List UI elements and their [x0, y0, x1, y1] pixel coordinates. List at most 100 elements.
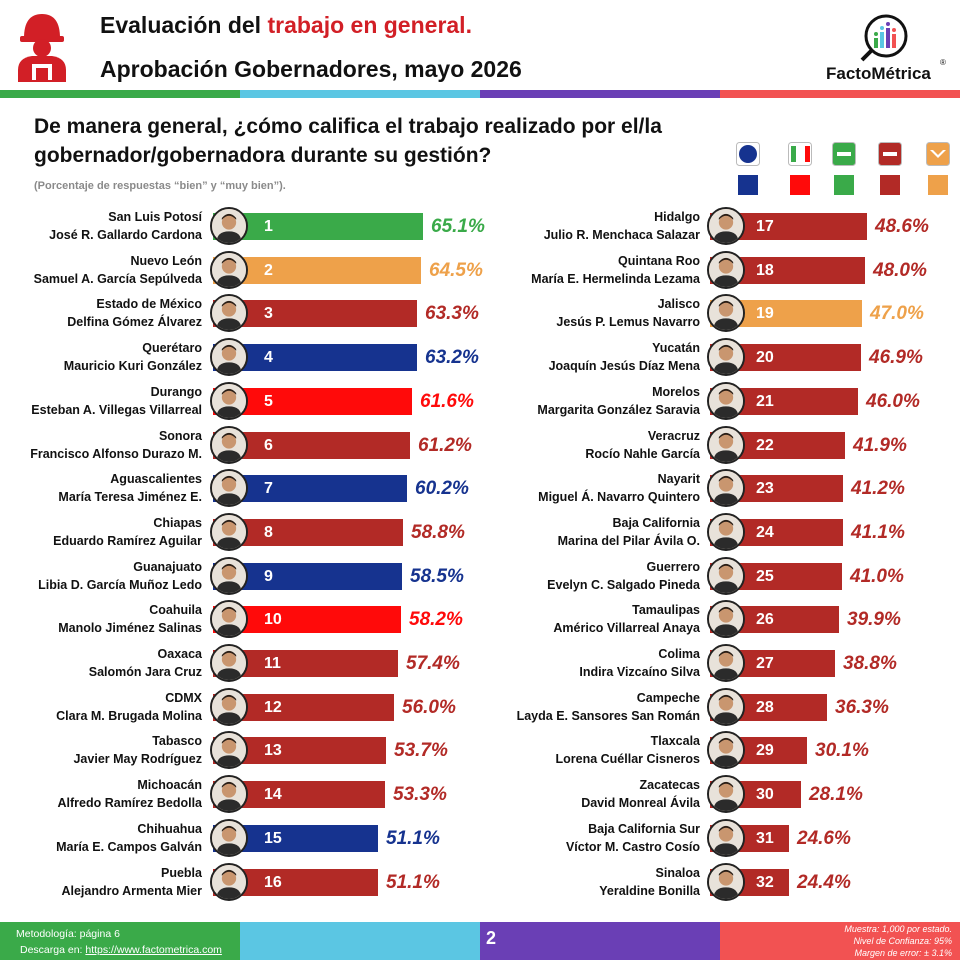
value-label: 48.0%	[873, 259, 927, 281]
governor-name: Samuel A. García Sepúlveda	[33, 271, 202, 286]
value-label: 48.6%	[875, 216, 929, 237]
value-label: 61.6%	[420, 390, 474, 412]
value-label: 46.9%	[869, 347, 923, 369]
governor-label: Baja California Sur Víctor M. Castro Cosí…	[500, 820, 700, 856]
value-label: 57.4%	[406, 653, 460, 674]
value-label: 51.1%	[386, 871, 440, 893]
governor-name: Víctor M. Castro Cosío	[565, 839, 700, 854]
state-name: Veracruz	[647, 428, 700, 443]
rank-label: 27	[756, 655, 774, 672]
page-title: Evaluación del trabajo en general.	[100, 12, 472, 38]
color-strip-segment	[720, 90, 960, 98]
state-name: Yucatán	[652, 341, 700, 356]
rank-label: 23	[756, 480, 774, 498]
state-name: Guanajuato	[133, 559, 202, 574]
subnote: (Porcentaje de respuestas “bien” y “muy …	[34, 180, 286, 192]
governor-name: Julio R. Menchaca Salazar	[543, 228, 700, 242]
governor-label: Tamaulipas Américo Villarreal Anaya	[500, 601, 700, 637]
governor-portrait-icon	[707, 600, 745, 639]
governor-label: Guanajuato Libia D. García Muñoz Ledo	[2, 558, 202, 594]
survey-question: De manera general, ¿cómo califica el tra…	[34, 115, 662, 167]
footer-segment	[480, 922, 720, 960]
governor-label: Michoacán Alfredo Ramírez Bedolla	[2, 776, 202, 812]
footer-download: Descarga en: https://www.factometrica.co…	[20, 944, 222, 956]
governor-name: Libia D. García Muñoz Ledo	[38, 577, 202, 592]
governor-name: Francisco Alfonso Durazo M.	[30, 446, 202, 461]
governor-label: Hidalgo Julio R. Menchaca Salazar	[500, 208, 700, 244]
rank-label: 22	[756, 436, 774, 454]
governor-portrait-icon	[210, 207, 248, 245]
governor-portrait-icon	[210, 381, 248, 420]
governor-portrait-icon	[707, 687, 745, 726]
governor-portrait-icon	[210, 600, 248, 639]
rank-label: 19	[756, 305, 774, 323]
rank-label: 7	[264, 480, 273, 498]
governor-portrait-icon	[707, 862, 745, 901]
rank-label: 18	[756, 261, 774, 279]
rank-label: 4	[264, 349, 273, 367]
rank-label: 30	[756, 786, 774, 804]
governor-label: Campeche Layda E. Sansores San Román	[500, 689, 700, 725]
state-name: Guerrero	[646, 559, 701, 574]
rank-label: 26	[756, 611, 774, 629]
factometrica-logo-icon	[860, 14, 908, 62]
rank-label: 1	[264, 218, 273, 235]
governor-label: Veracruz Rocío Nahle García	[500, 427, 700, 463]
governor-label: Oaxaca Salomón Jara Cruz	[2, 645, 202, 681]
value-label: 63.3%	[425, 303, 479, 325]
value-label: 53.3%	[393, 784, 447, 806]
governor-label: CDMX Clara M. Brugada Molina	[2, 689, 202, 725]
governor-name: Esteban A. Villegas Villarreal	[31, 402, 202, 417]
governor-portrait-icon	[707, 207, 745, 245]
governor-name: Margarita González Saravia	[537, 402, 700, 417]
governor-name: Mauricio Kuri González	[63, 359, 202, 374]
state-name: Nayarit	[657, 472, 700, 487]
footer-confidence: Nivel de Confianza: 95%	[853, 936, 952, 946]
governor-portrait-icon	[210, 250, 248, 289]
logo-registered-mark: ®	[940, 58, 946, 67]
governor-label: Morelos Margarita González Saravia	[500, 383, 700, 419]
rank-label: 3	[264, 305, 273, 323]
value-label: 58.5%	[410, 565, 464, 587]
rank-label: 16	[264, 873, 282, 891]
color-strip-segment	[480, 90, 720, 98]
value-label: 61.2%	[418, 434, 472, 456]
value-label: 64.5%	[429, 259, 483, 281]
state-name: Sonora	[158, 428, 202, 443]
governor-name: Alejandro Armenta Mier	[61, 883, 202, 898]
value-label: 58.2%	[409, 609, 463, 631]
governor-portrait-icon	[707, 556, 745, 595]
state-name: Aguascalientes	[110, 472, 202, 487]
governor-name: Américo Villarreal Anaya	[553, 621, 700, 636]
governor-label: Baja California Marina del Pilar Ávila O.	[500, 514, 700, 550]
governor-portrait-icon	[707, 644, 745, 682]
governor-portrait-icon	[210, 731, 248, 770]
footer-sample: Muestra: 1,000 por estado.	[844, 924, 952, 934]
footer-margin: Margen de error: ± 3.1%	[854, 948, 952, 958]
state-name: Chihuahua	[137, 821, 202, 836]
governor-portrait-icon	[707, 294, 745, 333]
footer-bar	[0, 922, 960, 960]
value-label: 60.2%	[415, 478, 469, 500]
governor-portrait-icon	[210, 556, 248, 595]
rank-label: 8	[264, 523, 273, 541]
rank-label: 13	[264, 742, 282, 760]
rank-label: 21	[756, 392, 774, 410]
footer-methodology: Metodología: página 6	[16, 928, 120, 940]
governor-label: Estado de México Delfina Gómez Álvarez	[2, 295, 202, 331]
footer-link[interactable]: https://www.factometrica.com	[85, 944, 222, 956]
rank-label: 2	[264, 261, 273, 279]
legend-item-mc	[924, 142, 952, 198]
governor-label: Aguascalientes María Teresa Jiménez E.	[2, 470, 202, 506]
governor-portrait-icon	[707, 381, 745, 420]
governor-name: Marina del Pilar Ávila O.	[557, 533, 700, 548]
verde-logo-icon	[832, 142, 856, 166]
governor-portrait-icon	[210, 775, 248, 814]
governor-portrait-icon	[210, 818, 248, 857]
governor-portrait-icon	[210, 644, 248, 682]
logo-text: FactoMétrica	[826, 64, 931, 83]
governor-portrait-icon	[210, 338, 248, 377]
governor-name: Jesús P. Lemus Navarro	[556, 315, 700, 330]
state-name: Querétaro	[142, 341, 202, 356]
